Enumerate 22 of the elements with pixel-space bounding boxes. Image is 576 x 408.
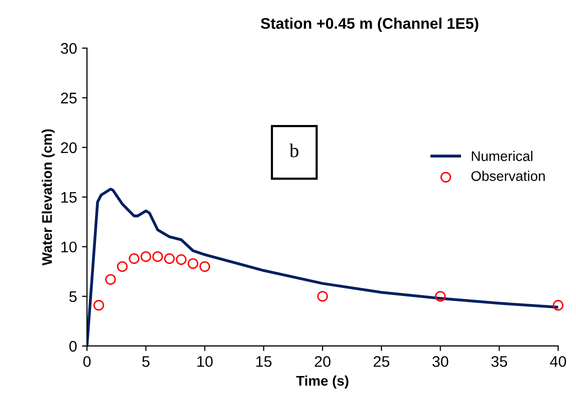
y-tick-label: 15 (61, 192, 77, 203)
x-tick-label: 30 (432, 356, 448, 367)
legend-label: Numerical (472, 150, 532, 162)
x-axis-title: Time (s) (296, 376, 348, 388)
y-tick-label: 20 (61, 142, 77, 154)
y-tick-label: 30 (60, 43, 77, 54)
y-tick-label: 5 (69, 291, 77, 302)
x-tick-label: 20 (314, 356, 330, 367)
x-tick-label: 15 (256, 356, 272, 367)
legend-label: Observation (471, 170, 545, 181)
y-tick-label: 10 (61, 242, 77, 252)
y-tick-label: 0 (69, 340, 77, 352)
y-axis-title: Water Elevation (cm) (42, 129, 55, 266)
x-tick-label: 40 (550, 356, 566, 367)
x-tick-label: 35 (491, 356, 508, 367)
chart-title: Station +0.45 m (Channel 1E5) (260, 18, 478, 32)
x-tick-label: 0 (83, 356, 91, 367)
y-tick-label: 25 (61, 92, 77, 104)
x-tick-label: 5 (142, 356, 150, 367)
x-tick-label: 25 (374, 356, 390, 367)
annotation: b (289, 144, 298, 158)
x-tick-label: 10 (197, 356, 213, 367)
